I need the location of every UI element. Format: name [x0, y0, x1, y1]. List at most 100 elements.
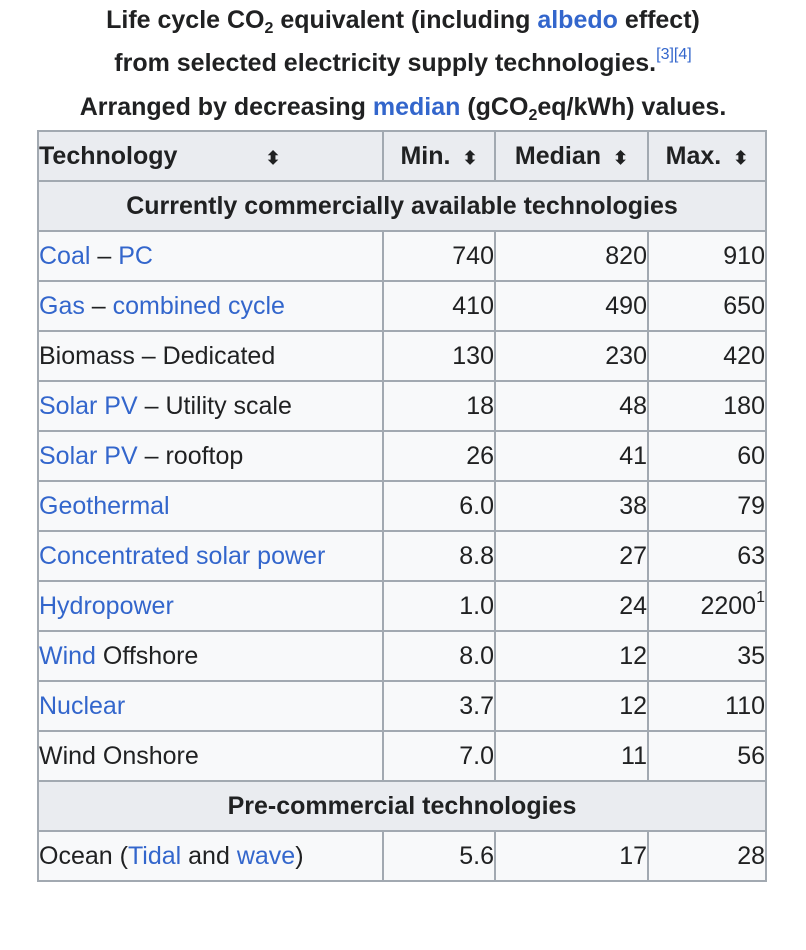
technology-link[interactable]: PC: [118, 241, 153, 270]
min-value-cell: 8.8: [382, 530, 496, 582]
header-technology[interactable]: Technology ⬍: [37, 130, 384, 182]
min-value: 8.8: [459, 541, 494, 570]
header-max[interactable]: Max. ⬍: [647, 130, 767, 182]
technology-name: Wind Onshore: [39, 741, 199, 770]
sort-icon[interactable]: ⬍: [733, 147, 749, 168]
header-min[interactable]: Min. ⬍: [382, 130, 496, 182]
median-value-cell: 41: [494, 430, 649, 482]
technology-link[interactable]: Wind: [39, 641, 96, 670]
min-value: 3.7: [459, 691, 494, 720]
median-value-cell: 17: [494, 830, 649, 882]
caption-text: effect): [617, 6, 700, 34]
technology-text: – Utility scale: [137, 391, 292, 420]
technology-cell: Solar PV – rooftop: [37, 430, 384, 482]
caption-text: equivalent (including: [273, 6, 538, 34]
min-value: 5.6: [459, 841, 494, 870]
caption-line-3: Arranged by decreasing median (gCO2eq/kW…: [0, 92, 806, 124]
technology-link[interactable]: Tidal: [127, 841, 182, 870]
table-row: Biomass – Dedicated 130 230 420: [37, 330, 767, 382]
table-row: Hydropower 1.0 24 22001: [37, 580, 767, 632]
max-value-cell: 60: [647, 430, 767, 482]
footnote-marker: 1: [756, 588, 765, 606]
technology-link[interactable]: combined cycle: [112, 291, 285, 320]
technology-link[interactable]: Concentrated solar power: [39, 541, 326, 570]
min-value-cell: 18: [382, 380, 496, 432]
section-header-commercial: Currently commercially available technol…: [37, 180, 767, 232]
max-value: 60: [737, 441, 765, 470]
max-value-cell: 35: [647, 630, 767, 682]
min-value-cell: 1.0: [382, 580, 496, 632]
table-row: Ocean (Tidal and wave) 5.6 17 28: [37, 830, 767, 882]
median-value: 41: [619, 441, 647, 470]
min-value: 740: [452, 241, 494, 270]
median-value-cell: 820: [494, 230, 649, 282]
technology-link[interactable]: Gas: [39, 291, 85, 320]
table-row: Coal – PC 740 820 910: [37, 230, 767, 282]
median-value: 24: [619, 591, 647, 620]
section-row-commercial: Currently commercially available technol…: [37, 180, 767, 232]
table-row: Nuclear 3.7 12 110: [37, 680, 767, 732]
technology-cell: Concentrated solar power: [37, 530, 384, 582]
sort-icon[interactable]: ⬍: [462, 147, 478, 168]
median-value: 230: [605, 341, 647, 370]
technology-link[interactable]: Nuclear: [39, 691, 126, 720]
technology-cell: Hydropower: [37, 580, 384, 632]
table-row: Gas – combined cycle 410 490 650: [37, 280, 767, 332]
technology-cell: Biomass – Dedicated: [37, 330, 384, 382]
max-value: 79: [737, 491, 765, 520]
reference-4-link[interactable]: [4]: [673, 46, 692, 63]
reference-3-link[interactable]: [3]: [656, 46, 674, 63]
median-value-cell: 490: [494, 280, 649, 332]
technology-text: –: [90, 241, 119, 270]
min-value-cell: 5.6: [382, 830, 496, 882]
median-value-cell: 11: [494, 730, 649, 782]
technology-cell: Solar PV – Utility scale: [37, 380, 384, 432]
technology-link[interactable]: Geothermal: [39, 491, 170, 520]
section-header-precommercial: Pre-commercial technologies: [37, 780, 767, 832]
sort-icon[interactable]: ⬍: [613, 147, 629, 168]
max-value: 63: [737, 541, 765, 570]
max-value-cell: 650: [647, 280, 767, 332]
table-row: Wind Offshore 8.0 12 35: [37, 630, 767, 682]
technology-text: Ocean (: [39, 841, 128, 870]
technology-cell: Wind Onshore: [37, 730, 384, 782]
median-value-cell: 24: [494, 580, 649, 632]
header-median[interactable]: Median ⬍: [494, 130, 649, 182]
max-value-cell: 22001: [647, 580, 767, 632]
min-value: 18: [466, 391, 494, 420]
median-link[interactable]: median: [372, 93, 461, 121]
technology-link[interactable]: Solar PV: [39, 391, 138, 420]
min-value-cell: 740: [382, 230, 496, 282]
max-value: 2200: [700, 591, 757, 620]
median-value: 17: [619, 841, 647, 870]
median-value: 11: [621, 741, 647, 770]
max-value: 420: [723, 341, 765, 370]
sort-icon[interactable]: ⬍: [265, 147, 281, 168]
caption-text: Life cycle CO: [106, 6, 265, 34]
max-value-cell: 910: [647, 230, 767, 282]
max-value-cell: 79: [647, 480, 767, 532]
technology-link[interactable]: wave: [236, 841, 296, 870]
median-value-cell: 12: [494, 680, 649, 732]
technology-text: Offshore: [95, 641, 199, 670]
technology-cell: Gas – combined cycle: [37, 280, 384, 332]
max-value-cell: 180: [647, 380, 767, 432]
median-value: 38: [619, 491, 647, 520]
max-value: 180: [723, 391, 765, 420]
median-value: 48: [619, 391, 647, 420]
technology-link[interactable]: Solar PV: [39, 441, 138, 470]
albedo-link[interactable]: albedo: [537, 6, 618, 34]
technology-text: –: [84, 291, 113, 320]
max-value-cell: 28: [647, 830, 767, 882]
min-value-cell: 130: [382, 330, 496, 382]
min-value: 7.0: [459, 741, 494, 770]
technology-link[interactable]: Hydropower: [39, 591, 174, 620]
table-row: Solar PV – rooftop 26 41 60: [37, 430, 767, 482]
min-value: 1.0: [459, 591, 494, 620]
table-row: Concentrated solar power 8.8 27 63: [37, 530, 767, 582]
technology-cell: Nuclear: [37, 680, 384, 732]
max-value: 910: [723, 241, 765, 270]
median-value: 27: [619, 541, 647, 570]
min-value-cell: 3.7: [382, 680, 496, 732]
technology-link[interactable]: Coal: [39, 241, 91, 270]
